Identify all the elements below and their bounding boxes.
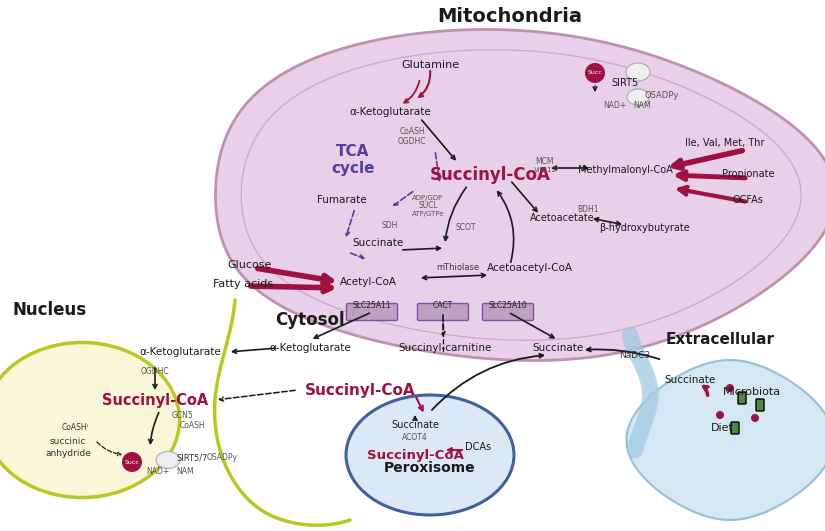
Text: NAD+: NAD+	[603, 101, 627, 110]
Text: Succinyl-CoA: Succinyl-CoA	[101, 392, 208, 407]
Text: SIRT5: SIRT5	[611, 78, 639, 88]
Circle shape	[716, 411, 724, 419]
Text: Succ: Succ	[587, 71, 602, 75]
Text: SCOT: SCOT	[455, 222, 476, 232]
Text: Glucose: Glucose	[228, 260, 272, 270]
FancyBboxPatch shape	[346, 304, 398, 321]
Text: CoASH: CoASH	[399, 127, 425, 136]
Circle shape	[122, 452, 142, 472]
Text: Glutamine: Glutamine	[401, 60, 459, 70]
Text: CACT: CACT	[433, 301, 453, 310]
Text: Acetoacetate: Acetoacetate	[530, 213, 594, 223]
Text: OSADPy: OSADPy	[645, 90, 679, 99]
Text: Microbiota: Microbiota	[723, 387, 781, 397]
Text: TCA
cycle: TCA cycle	[332, 144, 375, 176]
FancyBboxPatch shape	[738, 392, 746, 404]
Text: OCFAs: OCFAs	[733, 195, 763, 205]
Text: ADP/GDP: ADP/GDP	[412, 195, 444, 201]
Text: Fumarate: Fumarate	[317, 195, 367, 205]
Text: Ile, Val, Met, Thr: Ile, Val, Met, Thr	[686, 138, 765, 148]
Text: Acetoacetyl-CoA: Acetoacetyl-CoA	[487, 263, 573, 273]
Text: CoASH: CoASH	[179, 422, 205, 431]
Text: ACOT4: ACOT4	[402, 433, 428, 441]
Text: NAD+: NAD+	[146, 467, 170, 476]
Text: Mitochondria: Mitochondria	[437, 7, 582, 27]
Text: Extracellular: Extracellular	[666, 332, 775, 347]
Text: CoASHⁱ: CoASHⁱ	[62, 424, 88, 433]
Text: α-Ketoglutarate: α-Ketoglutarate	[269, 343, 351, 353]
Text: Succinyl-carnitine: Succinyl-carnitine	[398, 343, 492, 353]
FancyBboxPatch shape	[731, 422, 739, 434]
Ellipse shape	[156, 451, 180, 468]
Text: SUCL: SUCL	[418, 201, 438, 210]
Text: NAM: NAM	[177, 467, 194, 476]
Ellipse shape	[627, 89, 649, 105]
Text: NaDC3: NaDC3	[620, 350, 651, 359]
Circle shape	[726, 384, 734, 392]
Text: β-hydroxybutyrate: β-hydroxybutyrate	[600, 223, 691, 233]
Text: Methylmalonyl-CoA: Methylmalonyl-CoA	[578, 165, 672, 175]
Text: OGDHC: OGDHC	[141, 367, 169, 376]
Text: GCN5: GCN5	[172, 410, 194, 419]
Ellipse shape	[626, 63, 650, 81]
Text: Fatty acids: Fatty acids	[213, 279, 273, 289]
Text: MCM: MCM	[535, 158, 554, 167]
Text: Succinate: Succinate	[532, 343, 583, 353]
FancyBboxPatch shape	[483, 304, 534, 321]
Polygon shape	[626, 360, 825, 520]
Text: mThiolase: mThiolase	[436, 263, 479, 272]
Text: BDH1: BDH1	[578, 205, 599, 215]
Text: ATP/GTPe: ATP/GTPe	[412, 211, 444, 217]
Text: Succinyl-CoA: Succinyl-CoA	[366, 449, 464, 461]
Text: DCAs: DCAs	[465, 442, 491, 452]
Text: succinic: succinic	[50, 438, 86, 447]
Text: Succinate: Succinate	[352, 238, 403, 248]
Text: Peroxisome: Peroxisome	[384, 461, 476, 475]
Text: SLC25A11: SLC25A11	[353, 301, 391, 310]
FancyBboxPatch shape	[756, 399, 764, 411]
Text: NAM: NAM	[634, 101, 651, 110]
Text: α-Ketoglutarate: α-Ketoglutarate	[349, 107, 431, 117]
Text: Succinate: Succinate	[391, 420, 439, 430]
Circle shape	[751, 414, 759, 422]
Text: VitB12: VitB12	[534, 167, 557, 173]
Text: Succ: Succ	[125, 459, 139, 465]
FancyBboxPatch shape	[417, 304, 469, 321]
Text: Cytosol: Cytosol	[276, 311, 345, 329]
Text: SIRT5/7: SIRT5/7	[177, 453, 208, 463]
Text: OSADPy: OSADPy	[206, 453, 238, 463]
Text: SLC25A10: SLC25A10	[488, 301, 527, 310]
Text: OGDHC: OGDHC	[398, 136, 427, 145]
Text: Acetyl-CoA: Acetyl-CoA	[340, 277, 397, 287]
Ellipse shape	[346, 395, 514, 515]
Polygon shape	[215, 30, 825, 361]
Ellipse shape	[0, 342, 180, 498]
Text: Propionate: Propionate	[722, 169, 774, 179]
Circle shape	[585, 63, 605, 83]
Text: Succinyl-CoA: Succinyl-CoA	[304, 382, 415, 398]
Text: Nucleus: Nucleus	[13, 301, 87, 319]
Text: SDH: SDH	[382, 220, 398, 229]
Text: α-Ketoglutarate: α-Ketoglutarate	[139, 347, 221, 357]
Text: anhydride: anhydride	[45, 449, 91, 458]
Text: Succinyl-CoA: Succinyl-CoA	[430, 166, 550, 184]
Text: Diet: Diet	[710, 423, 733, 433]
Text: Succinate: Succinate	[664, 375, 715, 385]
